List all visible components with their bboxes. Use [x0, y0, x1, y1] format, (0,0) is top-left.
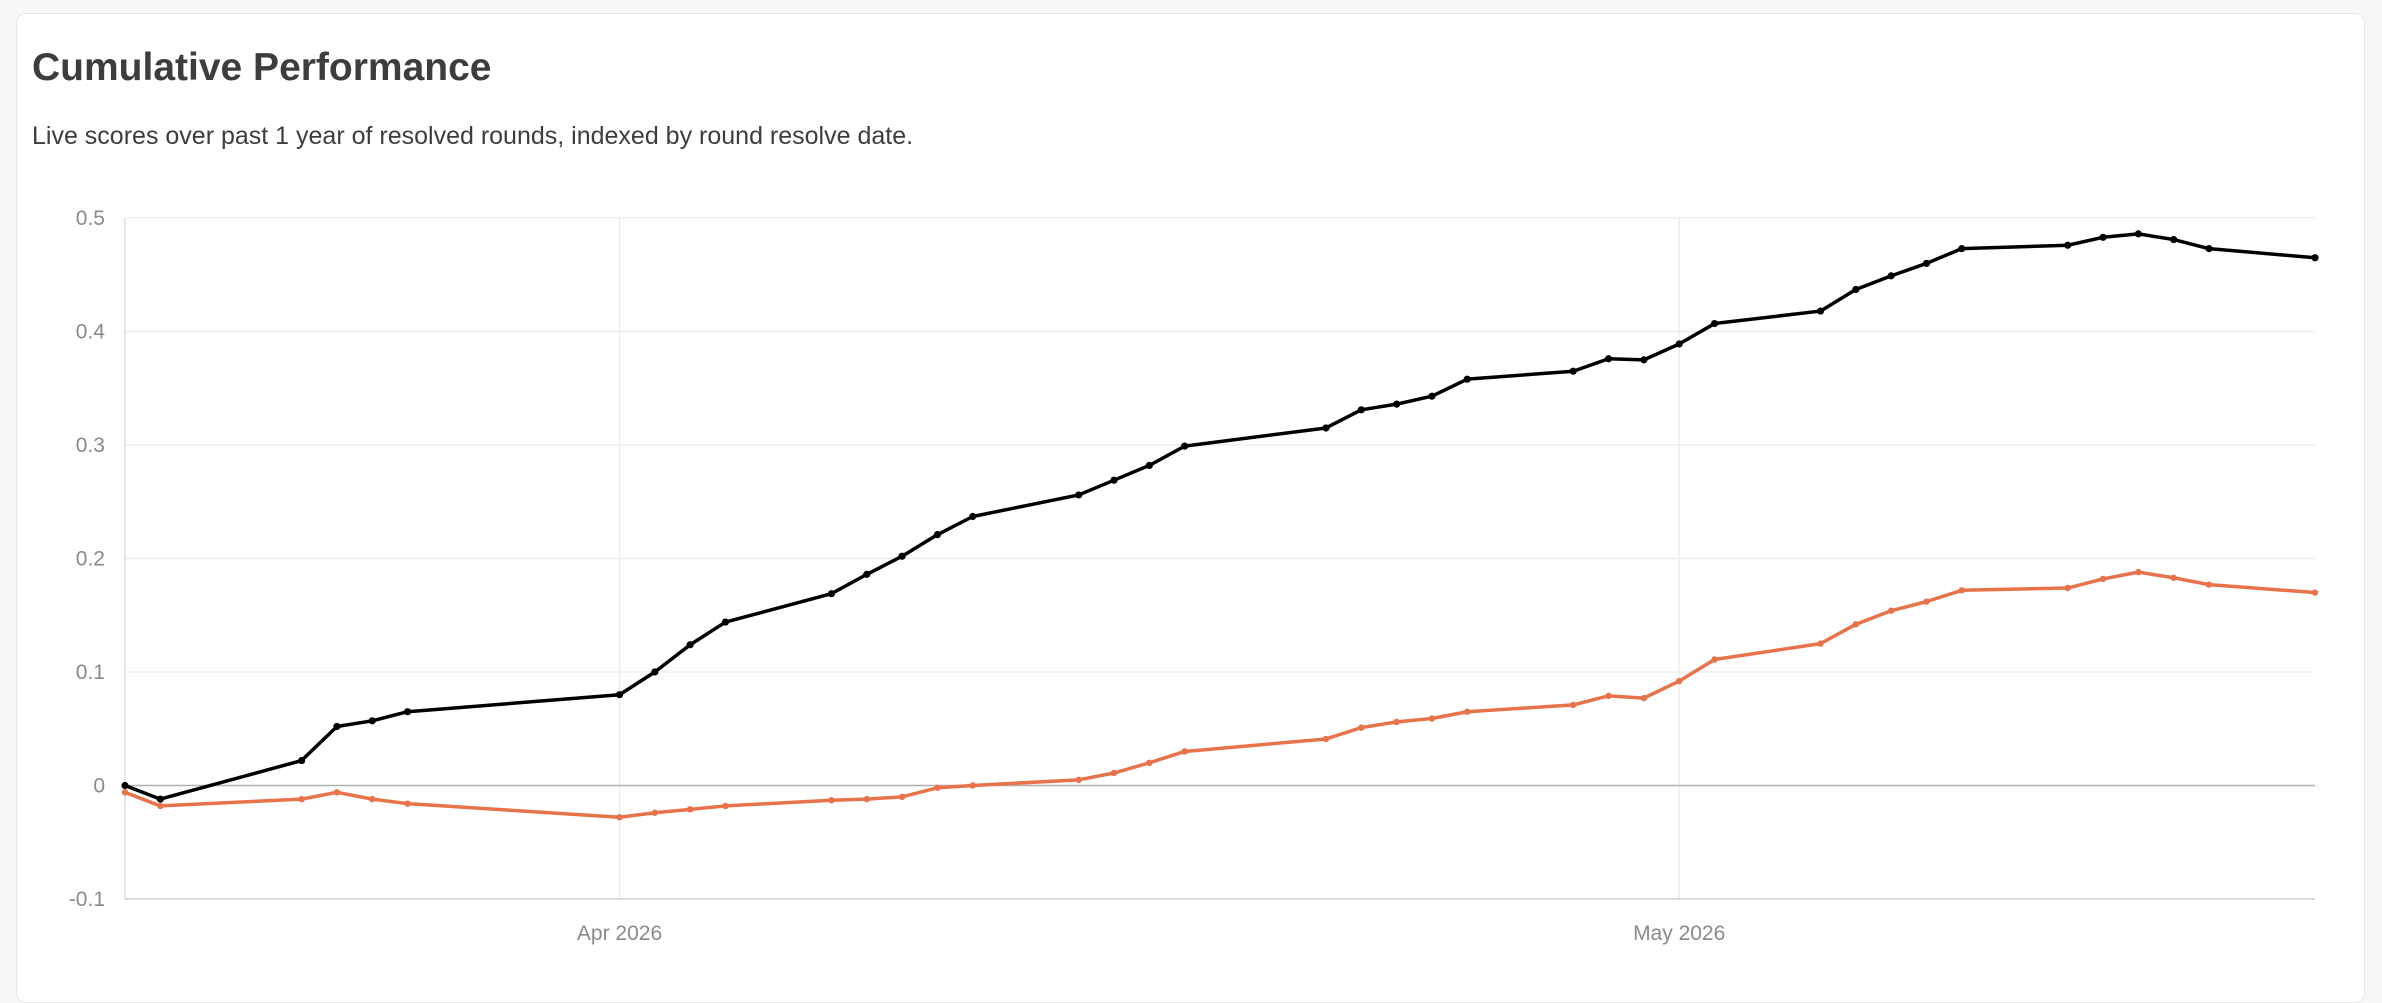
- series-1-point: [1393, 400, 1401, 408]
- series-1-point: [2170, 235, 2178, 244]
- series-2-point: [1852, 621, 1860, 628]
- series-2-point: [969, 782, 976, 789]
- series-1-point: [615, 691, 624, 699]
- series-1-point: [721, 618, 730, 626]
- series-1-point: [863, 570, 871, 578]
- series-2-point: [2311, 589, 2319, 596]
- series-2-point: [1887, 607, 1895, 614]
- series-1-point: [1852, 285, 1860, 294]
- axis-layer: -0.1 0 0.1 0.2 0.3 0.4 0.5 Apr 2026 May 2026: [69, 207, 2315, 945]
- series-2-point: [1675, 677, 1683, 685]
- y-tick-label: 0.3: [76, 434, 105, 457]
- series-1-point: [298, 756, 306, 765]
- series-2-point: [1923, 598, 1930, 605]
- series-1-point: [2064, 241, 2072, 249]
- series-1-point: [2134, 230, 2142, 238]
- chart-subtitle: Live scores over past 1 year of resolved…: [32, 122, 914, 150]
- series-2-point: [1605, 692, 1612, 700]
- series-1-point: [368, 717, 376, 725]
- series-2-point: [1358, 724, 1365, 731]
- series-2-point: [1181, 748, 1188, 755]
- series-2-point: [651, 809, 659, 816]
- series-1-point: [1958, 245, 1966, 253]
- series-1-point: [1145, 461, 1153, 470]
- series-2-point: [1570, 701, 1577, 709]
- series-1-point: [2311, 254, 2319, 262]
- series-2-point: [1711, 656, 1718, 663]
- y-tick-label: 0.1: [76, 661, 105, 684]
- series-1-point: [2205, 245, 2213, 253]
- series-1-point: [1887, 272, 1895, 280]
- series-2-point: [157, 802, 164, 810]
- y-tick-label: 0.4: [76, 321, 106, 344]
- series-2-point: [1464, 708, 1471, 715]
- series-2-point: [1428, 715, 1436, 722]
- series-2-point: [722, 802, 729, 810]
- series-1-point: [1181, 442, 1189, 450]
- series-2-point: [934, 784, 941, 791]
- grid-layer: [125, 217, 2315, 899]
- series-1-point: [1463, 375, 1471, 383]
- series-2-point: [369, 795, 376, 803]
- series-2-point: [863, 795, 870, 803]
- series-2-point: [2099, 575, 2107, 583]
- chart-card: [16, 13, 2365, 1003]
- series-1-point: [1322, 424, 1330, 432]
- x-tick-label: Apr 2026: [577, 922, 662, 945]
- series-1-point: [1640, 356, 1648, 364]
- series-2-point: [1958, 587, 1965, 594]
- series-2-point: [616, 814, 623, 821]
- series-1-point: [1710, 319, 1719, 328]
- series-1-point: [1922, 259, 1931, 267]
- series-1-point: [933, 531, 942, 539]
- series-2-point: [1110, 769, 1118, 777]
- series-2-point: [404, 800, 411, 807]
- series-2-point: [1322, 735, 1330, 743]
- series-2-point: [828, 797, 835, 804]
- series-1-point: [1428, 392, 1436, 400]
- series-2-point: [686, 806, 694, 813]
- series-1-point: [686, 641, 694, 649]
- series-2-point: [2135, 568, 2142, 576]
- series-2-point: [898, 793, 906, 801]
- series-2-point: [2064, 584, 2071, 592]
- series-2-point: [1393, 718, 1400, 726]
- series-1-point: [1675, 340, 1683, 348]
- x-tick-label: May 2026: [1633, 922, 1725, 945]
- series-1-point: [1569, 367, 1577, 375]
- series-1-point: [2099, 233, 2107, 241]
- y-tick-label: -0.1: [69, 888, 105, 911]
- series-1-point: [969, 512, 977, 521]
- series-1-point: [898, 552, 906, 560]
- series-2-point: [121, 789, 129, 796]
- y-tick-label: 0.2: [76, 548, 105, 571]
- series-1-point: [1075, 491, 1083, 499]
- series-2-line: [123, 570, 2317, 820]
- chart-title: Cumulative Performance: [32, 46, 492, 89]
- series-1-point: [827, 590, 836, 598]
- series-2-point: [1817, 640, 1824, 647]
- series-1-point: [1110, 476, 1118, 484]
- series-1-line: [123, 232, 2317, 801]
- series-2-point: [2170, 574, 2177, 581]
- series-2-point: [1075, 776, 1082, 784]
- series-1-point: [1604, 355, 1613, 363]
- series-2-point: [1146, 759, 1153, 766]
- series-2-point: [333, 789, 341, 796]
- series-1-point: [121, 781, 129, 790]
- series-2-point: [298, 795, 305, 803]
- series-2-point: [1640, 694, 1648, 702]
- y-tick-label: 0.5: [76, 207, 105, 230]
- y-tick-label: 0: [93, 775, 105, 798]
- series-layer: [121, 230, 2319, 821]
- series-2-point: [2205, 581, 2213, 588]
- series-1-point: [156, 795, 164, 803]
- series-1-point: [1357, 406, 1365, 414]
- series-1-point: [403, 708, 412, 716]
- series-1-point: [651, 668, 659, 676]
- series-1-point: [333, 722, 341, 731]
- series-1-point: [1816, 307, 1825, 315]
